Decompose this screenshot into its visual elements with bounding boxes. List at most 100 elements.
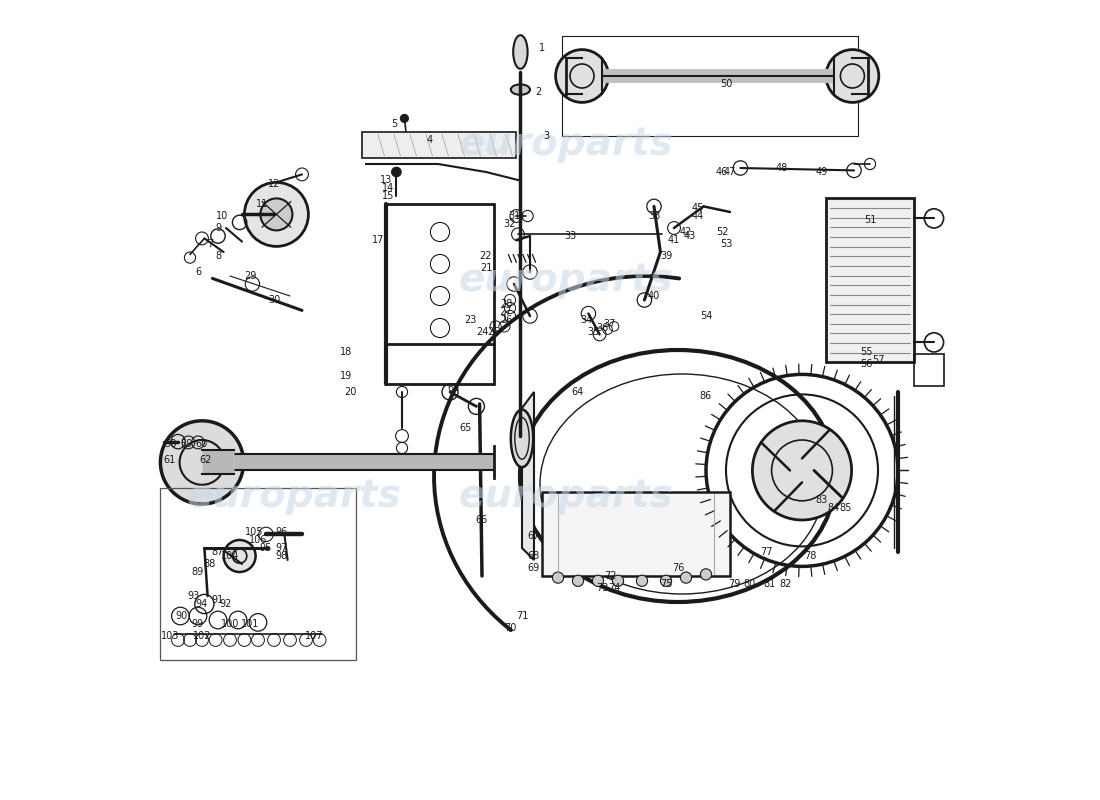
Text: 96: 96 xyxy=(276,527,288,537)
Circle shape xyxy=(552,572,563,583)
Text: 88: 88 xyxy=(204,559,216,569)
Text: 41: 41 xyxy=(668,235,680,245)
Text: 60: 60 xyxy=(196,439,208,449)
Text: 10: 10 xyxy=(216,211,228,221)
Text: 44: 44 xyxy=(692,211,704,221)
Text: 5: 5 xyxy=(390,119,397,129)
Text: 42: 42 xyxy=(680,227,692,237)
Text: 7: 7 xyxy=(207,239,213,249)
Circle shape xyxy=(752,421,851,520)
Circle shape xyxy=(613,575,624,586)
Text: 11: 11 xyxy=(256,199,268,209)
Text: 21: 21 xyxy=(480,263,492,273)
Text: 77: 77 xyxy=(760,547,772,557)
Text: 22: 22 xyxy=(480,251,493,261)
Text: 82: 82 xyxy=(780,579,792,589)
Text: 57: 57 xyxy=(871,355,884,365)
Text: 1: 1 xyxy=(539,43,546,53)
Text: 25: 25 xyxy=(487,327,500,337)
Text: 24: 24 xyxy=(476,327,488,337)
Text: 81: 81 xyxy=(763,579,777,589)
Text: 83: 83 xyxy=(816,495,828,505)
Text: 101: 101 xyxy=(241,619,260,629)
Text: 98: 98 xyxy=(276,551,288,561)
Text: 84: 84 xyxy=(828,503,840,513)
Text: 86: 86 xyxy=(700,391,712,401)
Circle shape xyxy=(637,575,648,586)
Polygon shape xyxy=(522,392,534,560)
Text: 65: 65 xyxy=(460,423,472,433)
Text: 18: 18 xyxy=(340,347,352,357)
Ellipse shape xyxy=(510,84,530,95)
Text: 29: 29 xyxy=(244,271,256,281)
Text: 3: 3 xyxy=(543,131,549,141)
Text: 100: 100 xyxy=(221,619,239,629)
Text: 64: 64 xyxy=(572,387,584,397)
Text: 27: 27 xyxy=(499,307,513,317)
Text: 76: 76 xyxy=(672,563,684,573)
Text: 32: 32 xyxy=(504,219,516,229)
Text: 67: 67 xyxy=(528,531,540,541)
Text: 107: 107 xyxy=(305,631,323,641)
Text: 53: 53 xyxy=(719,239,733,249)
Text: 20: 20 xyxy=(344,387,356,397)
Text: 61: 61 xyxy=(164,455,176,465)
Text: 34: 34 xyxy=(580,315,592,325)
Circle shape xyxy=(161,421,243,504)
Text: 45: 45 xyxy=(692,203,704,213)
Text: 43: 43 xyxy=(684,231,696,241)
Text: 31: 31 xyxy=(508,211,520,221)
Text: 19: 19 xyxy=(340,371,352,381)
Text: 35: 35 xyxy=(587,327,601,337)
Text: 97: 97 xyxy=(276,543,288,553)
Text: 93: 93 xyxy=(188,591,200,601)
Text: 70: 70 xyxy=(504,623,516,633)
Text: 39: 39 xyxy=(660,251,672,261)
Text: 15: 15 xyxy=(382,191,395,201)
Text: 66: 66 xyxy=(476,515,488,525)
Text: 105: 105 xyxy=(244,527,263,537)
Text: 9: 9 xyxy=(214,223,221,233)
Text: 71: 71 xyxy=(516,611,528,621)
Text: 80: 80 xyxy=(744,579,756,589)
Ellipse shape xyxy=(510,410,534,467)
Text: 50: 50 xyxy=(719,79,733,89)
Circle shape xyxy=(400,114,408,122)
Text: 102: 102 xyxy=(192,631,211,641)
Circle shape xyxy=(572,575,584,586)
Text: 58: 58 xyxy=(164,439,176,449)
Text: 95: 95 xyxy=(260,543,272,553)
Polygon shape xyxy=(362,132,516,158)
Text: 17: 17 xyxy=(372,235,384,245)
Text: 87: 87 xyxy=(212,547,224,557)
Text: 59: 59 xyxy=(179,439,192,449)
Circle shape xyxy=(593,575,604,586)
Text: 14: 14 xyxy=(383,183,395,193)
FancyBboxPatch shape xyxy=(826,198,914,362)
Circle shape xyxy=(223,540,255,572)
Text: 69: 69 xyxy=(528,563,540,573)
Text: 48: 48 xyxy=(776,163,788,173)
Text: 40: 40 xyxy=(648,291,660,301)
Text: 36: 36 xyxy=(596,323,608,333)
Text: 23: 23 xyxy=(464,315,476,325)
Text: europarts: europarts xyxy=(459,261,673,299)
Text: 6: 6 xyxy=(195,267,201,277)
Text: 99: 99 xyxy=(191,619,205,629)
Circle shape xyxy=(556,50,608,102)
Ellipse shape xyxy=(514,35,528,69)
Text: 56: 56 xyxy=(860,359,872,369)
Text: 4: 4 xyxy=(427,135,433,145)
Text: 104: 104 xyxy=(221,551,239,561)
Text: 30: 30 xyxy=(268,295,280,305)
Text: 75: 75 xyxy=(660,579,672,589)
Circle shape xyxy=(826,50,879,102)
Text: 63: 63 xyxy=(448,383,460,393)
Text: 106: 106 xyxy=(249,535,267,545)
Circle shape xyxy=(681,572,692,583)
Text: 13: 13 xyxy=(379,175,392,185)
Text: 94: 94 xyxy=(196,599,208,609)
Text: 54: 54 xyxy=(700,311,712,321)
Text: 12: 12 xyxy=(267,179,280,189)
Text: 78: 78 xyxy=(804,551,816,561)
